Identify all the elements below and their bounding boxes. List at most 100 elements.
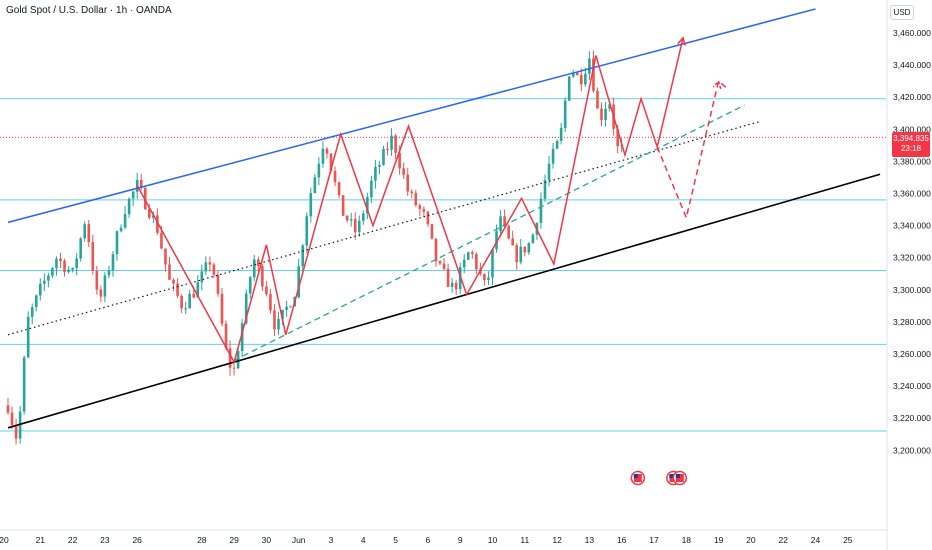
- candle-body: [559, 128, 563, 141]
- time-tick-label: 13: [585, 535, 595, 545]
- candle-body: [47, 275, 50, 281]
- candle-body: [462, 259, 466, 268]
- candle-body: [103, 275, 107, 297]
- candle-body: [519, 246, 523, 263]
- candle-body: [148, 209, 151, 218]
- candle-body: [495, 231, 498, 250]
- candle-body: [475, 254, 478, 270]
- candle-body: [580, 75, 583, 85]
- candle-body: [269, 294, 272, 311]
- us-event-flag-icon[interactable]: [630, 470, 646, 486]
- candle-body: [51, 268, 54, 276]
- candle-body: [289, 306, 292, 308]
- candle-body: [180, 295, 183, 309]
- candle-body: [349, 219, 353, 221]
- candle-body: [26, 316, 30, 358]
- candle-body: [575, 72, 579, 76]
- price-tick-label: 3,420.000: [893, 92, 931, 102]
- candle-body: [394, 135, 397, 153]
- time-tick-label: 10: [488, 535, 498, 545]
- candle-body: [79, 238, 82, 259]
- candle-body: [204, 262, 208, 272]
- candle-body: [398, 152, 401, 169]
- candle-body: [83, 224, 87, 239]
- price-tick-label: 3,280.000: [893, 317, 931, 327]
- candle-body: [329, 153, 333, 171]
- candle-body: [305, 216, 309, 246]
- price-tick-label: 3,240.000: [893, 381, 931, 391]
- candle-body: [43, 280, 46, 284]
- candle-body: [208, 262, 212, 265]
- candle-body: [184, 308, 187, 310]
- candle-body: [99, 289, 103, 297]
- time-axis: 20 21 22 23 26 28 29 30 Jun 3 4 5 6 9 10 11 12 13 16 17 18 19…: [0, 535, 853, 545]
- candle-body: [466, 252, 470, 260]
- time-tick-label: Jun: [292, 535, 306, 545]
- candle-body: [515, 245, 519, 263]
- candle-body: [374, 166, 377, 181]
- time-tick-label: 5: [393, 535, 398, 545]
- candle-body: [297, 266, 300, 298]
- time-tick-label: 17: [649, 535, 659, 545]
- time-tick-label: 6: [426, 535, 431, 545]
- candle-body: [402, 168, 405, 175]
- candle-body: [523, 246, 527, 253]
- time-tick-label: 21: [36, 535, 46, 545]
- candle-body: [119, 227, 123, 232]
- candle-body: [600, 108, 603, 120]
- candle-body: [91, 242, 95, 272]
- candle-body: [309, 193, 313, 217]
- candle-body: [450, 282, 454, 287]
- candle-body: [107, 270, 111, 276]
- candlestick-series: [6, 50, 623, 445]
- time-tick-label: 22: [778, 535, 788, 545]
- candle-body: [143, 187, 147, 210]
- price-tick-label: 3,220.000: [893, 413, 931, 423]
- candle-body: [265, 286, 268, 295]
- candle-body: [434, 238, 438, 262]
- candle-body: [273, 310, 276, 330]
- time-tick-label: 29: [229, 535, 239, 545]
- candle-body: [236, 350, 240, 369]
- candle-body: [281, 309, 284, 319]
- time-tick-label: 11: [520, 535, 529, 545]
- candle-body: [176, 283, 179, 296]
- candle-body: [39, 283, 42, 296]
- candle-body: [313, 177, 317, 194]
- candle-body: [285, 306, 288, 310]
- candle-body: [301, 245, 305, 267]
- candle-body: [123, 214, 127, 228]
- candle-body: [511, 238, 514, 246]
- price-tick-label: 3,200.000: [893, 445, 931, 455]
- candle-body: [71, 267, 74, 270]
- candle-body: [531, 234, 535, 244]
- candle-body: [503, 216, 506, 226]
- candle-body: [555, 140, 559, 149]
- time-tick-label: 19: [714, 535, 724, 545]
- candle-body: [370, 180, 373, 198]
- time-tick-label: 30: [262, 535, 272, 545]
- time-tick-label: 22: [68, 535, 78, 545]
- candle-body: [438, 261, 442, 264]
- candle-body: [491, 249, 494, 278]
- candle-body: [317, 163, 321, 178]
- currency-button[interactable]: USD: [890, 5, 914, 20]
- candle-body: [115, 231, 119, 255]
- price-tick-label: 3,400.000: [893, 124, 931, 134]
- candle-body: [164, 248, 167, 265]
- candle-body: [341, 195, 345, 216]
- candle-body: [378, 164, 381, 167]
- candle-body: [156, 215, 159, 233]
- candle-body: [571, 72, 575, 77]
- candle-body: [454, 282, 458, 290]
- zigzag-pattern: [136, 37, 684, 365]
- time-tick-label: 20: [0, 535, 9, 545]
- candle-body: [216, 274, 220, 294]
- us-event-flag-icon[interactable]: [672, 470, 688, 486]
- candle-body: [563, 100, 567, 129]
- candle-body: [337, 182, 341, 196]
- flag-canton: [669, 474, 674, 478]
- flag-canton: [675, 474, 680, 478]
- candle-body: [608, 104, 611, 109]
